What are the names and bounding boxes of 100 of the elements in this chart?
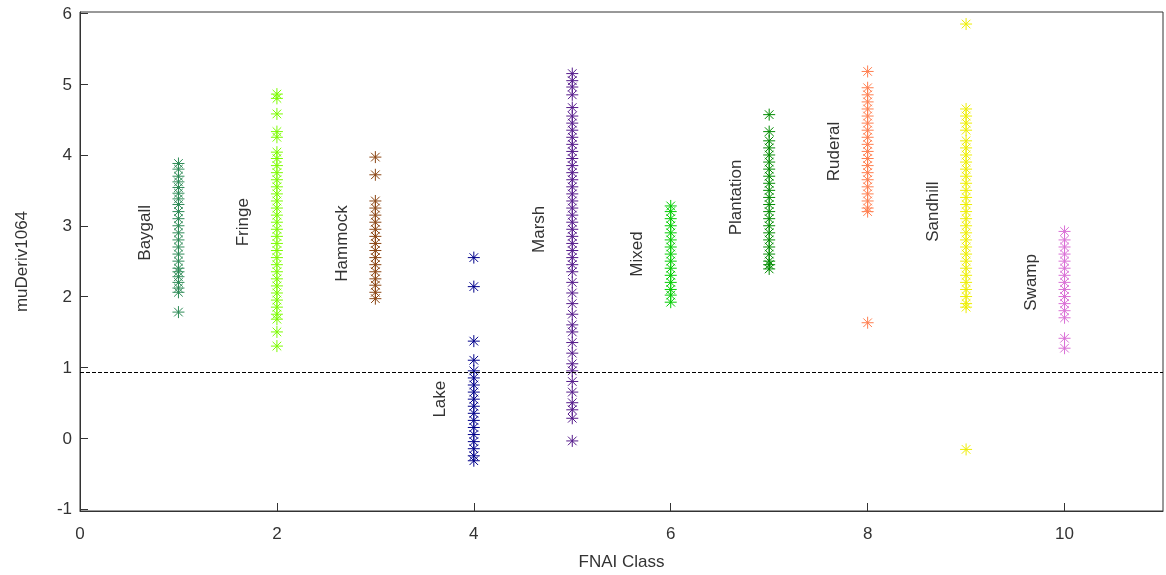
point (959, 141, 973, 155)
y-tick-label: 4 (62, 145, 72, 165)
point (1058, 275, 1072, 289)
point (368, 244, 382, 258)
point (171, 192, 185, 206)
point (861, 130, 875, 144)
point (171, 181, 185, 195)
text: Hammock (331, 204, 351, 282)
text: Fringe (233, 198, 253, 247)
point (861, 316, 875, 330)
point (959, 275, 973, 289)
point (270, 286, 284, 300)
point (467, 334, 481, 348)
text: Swamp (1021, 254, 1041, 311)
point (565, 130, 579, 144)
y-tick-label: 0 (62, 428, 72, 448)
point (861, 187, 875, 201)
point (762, 183, 776, 197)
x-tick-label: 4 (469, 524, 479, 543)
point (270, 325, 284, 339)
x-tick-label: 2 (272, 524, 282, 543)
point (565, 364, 579, 378)
point (565, 152, 579, 166)
point (762, 176, 776, 190)
point (171, 156, 185, 170)
point (664, 254, 678, 268)
point (565, 116, 579, 130)
y-tick-label: 6 (62, 3, 72, 23)
point (467, 435, 481, 449)
point (565, 325, 579, 339)
point (861, 201, 875, 215)
point (467, 399, 481, 413)
point (270, 91, 284, 105)
y-tick-label: 2 (62, 287, 72, 307)
point (959, 247, 973, 261)
point (664, 282, 678, 296)
point (565, 297, 579, 311)
point (171, 169, 185, 183)
point (565, 251, 579, 265)
point (959, 134, 973, 148)
point (565, 109, 579, 123)
point (959, 290, 973, 304)
point (664, 268, 678, 282)
point (664, 233, 678, 247)
point (664, 261, 678, 275)
point (171, 175, 185, 189)
point (762, 262, 776, 276)
point (959, 123, 973, 137)
point (565, 215, 579, 229)
point (270, 201, 284, 215)
y-tick-label: 3 (62, 216, 72, 236)
point (762, 134, 776, 148)
point (762, 198, 776, 212)
point (270, 293, 284, 307)
point (959, 17, 973, 31)
point (1058, 224, 1072, 238)
point (565, 229, 579, 243)
point (270, 180, 284, 194)
point (762, 125, 776, 139)
point (467, 385, 481, 399)
point (664, 295, 678, 309)
point (959, 116, 973, 130)
point (270, 222, 284, 236)
point (368, 278, 382, 292)
point (270, 173, 284, 187)
point (861, 144, 875, 158)
point (565, 166, 579, 180)
point (664, 275, 678, 289)
point (171, 285, 185, 299)
y-tick-label: -1 (56, 499, 72, 519)
point (270, 159, 284, 173)
point (565, 67, 579, 81)
point (467, 392, 481, 406)
point (270, 215, 284, 229)
point (959, 176, 973, 190)
point (467, 420, 481, 434)
text: Sandhill (922, 181, 942, 242)
point (762, 219, 776, 233)
point (959, 212, 973, 226)
point (565, 236, 579, 250)
point (565, 265, 579, 279)
point (959, 268, 973, 282)
point (861, 194, 875, 208)
point (565, 187, 579, 201)
point (270, 187, 284, 201)
point (959, 261, 973, 275)
point (565, 74, 579, 88)
point (959, 282, 973, 296)
point (762, 205, 776, 219)
point (270, 272, 284, 286)
point (368, 229, 382, 243)
point (270, 130, 284, 144)
point (565, 159, 579, 173)
point (959, 198, 973, 212)
point (861, 102, 875, 116)
point (861, 109, 875, 123)
point (171, 254, 185, 268)
point (664, 288, 678, 302)
point (861, 88, 875, 102)
point (368, 201, 382, 215)
